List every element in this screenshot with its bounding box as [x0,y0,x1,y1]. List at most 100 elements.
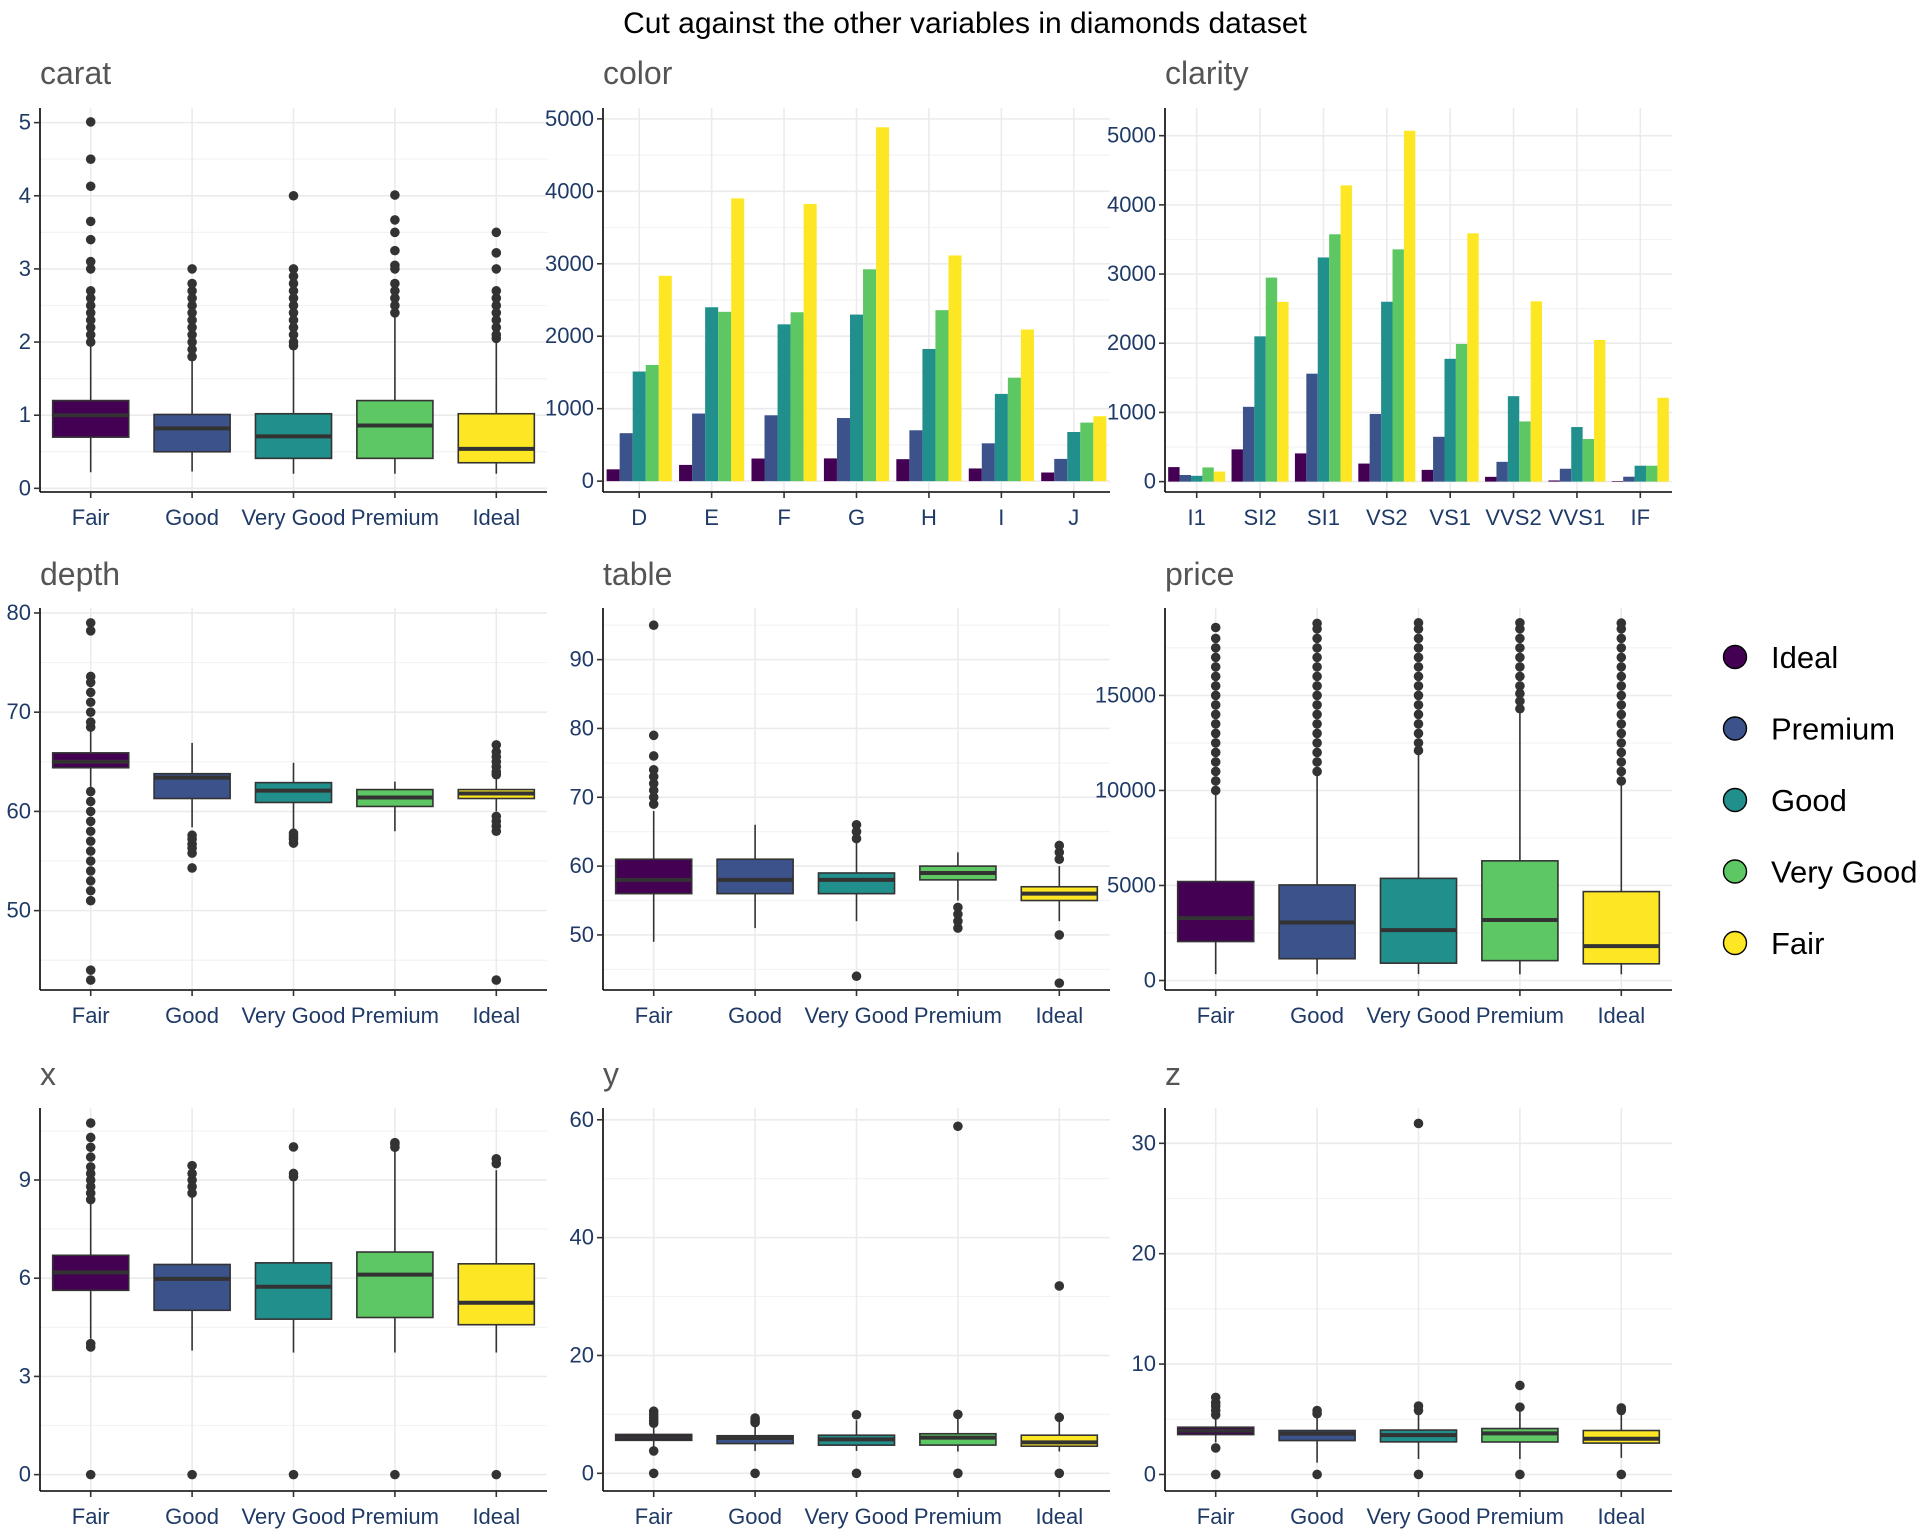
outlier-point [750,1413,760,1423]
outlier-point [1616,719,1627,729]
outlier-point [288,828,299,839]
bar-fair-if [1657,397,1669,482]
x-tick-label-ideal: Ideal [472,1003,520,1028]
outlier-point [85,1338,96,1349]
box-body [457,1263,536,1326]
outlier-point [1312,757,1322,767]
outlier-point [953,916,963,926]
outlier-point [85,286,96,296]
outlier-point [187,1168,197,1179]
outlier-point [1312,747,1322,758]
outlier-point [1616,709,1627,720]
box-body [254,1262,333,1320]
bar-very-good-g [863,269,877,482]
outlier-point [187,351,197,362]
x-tick-label-very-good: Very Good [242,1003,346,1028]
series-ideal [606,458,1055,482]
outlier-point [491,248,502,258]
outlier-point [750,1468,760,1479]
outlier-point [491,308,502,318]
bar-ideal-i [968,468,982,482]
bar-premium-vs1 [1433,436,1445,482]
outlier-point [1515,703,1525,714]
y-tick-label: 4000 [1107,192,1156,217]
x-tick-label-very-good: Very Good [805,1504,909,1529]
bar-good-f [777,324,791,482]
y-tick-label: 2000 [545,323,594,348]
outlier-point [1054,930,1065,940]
outlier-point [491,286,502,296]
outlier-point [1312,633,1322,644]
legend-label-premium: Premium [1771,712,1895,747]
box-good [153,742,231,873]
outlier-point [1616,738,1627,748]
outlier-point [187,337,197,347]
box-very-good [1379,1118,1458,1480]
outlier-point [1413,643,1424,653]
bar-very-good-vvs2 [1519,421,1531,482]
outlier-point [85,300,96,311]
outlier-point [491,315,502,325]
bar-ideal-j [1041,472,1055,482]
x-tick-label-very-good: Very Good [242,505,346,530]
y-tick-label: 1000 [545,396,594,421]
bar-premium-si2 [1242,406,1255,482]
outlier-point [288,322,299,333]
outlier-point [491,1153,502,1164]
box-body [457,412,536,464]
x-tick-label-premium: Premium [1476,1003,1564,1028]
outlier-point [1210,690,1221,701]
bar-premium-vvs1 [1559,468,1572,482]
outlier-point [85,264,96,274]
outlier-point [1413,671,1424,682]
box-ideal [457,1153,536,1480]
outlier-point [1312,690,1322,701]
outlier-point [1210,643,1221,653]
outlier-point [851,833,862,844]
outlier-point [491,747,502,757]
outlier-point [1616,728,1627,739]
x-tick-label-premium: Premium [351,1003,439,1028]
y-tick-label: 20 [570,1342,594,1367]
panel-carat: carat 0 1 2 3 4 5 Fair Good Very Good Premium Ideal [19,55,547,530]
y-tick-label: 2000 [1107,330,1156,355]
outlier-point [390,1469,400,1480]
outlier-point [390,215,400,225]
x-tick-label-premium: Premium [914,1003,1002,1028]
outlier-point [648,751,659,761]
box-premium [1481,1380,1559,1480]
panel-title-z: z [1165,1056,1181,1092]
box-body [1582,890,1661,965]
outlier-point [1210,652,1221,663]
bar-fair-i [1020,329,1034,482]
bar-ideal-vs1 [1421,469,1434,482]
outlier-point [491,1469,502,1480]
legend-item-premium: Premium [1722,712,1895,747]
y-tick-label: 20 [1132,1241,1156,1266]
outlier-point [491,975,502,985]
outlier-point [85,687,96,698]
box-body [51,399,130,438]
outlier-point [187,322,197,333]
outlier-point [85,181,96,192]
outlier-point [953,1121,963,1132]
outlier-point [953,909,963,920]
bar-good-i [994,393,1008,482]
outlier-point [1210,681,1221,691]
outlier-point [1515,652,1525,663]
box-fair [51,618,130,985]
outlier-point [1515,633,1525,644]
legend-key-premium [1722,716,1748,741]
bar-fair-f [803,203,817,482]
outlier-point [1312,643,1322,653]
x-tick-label-ideal: Ideal [1597,1003,1645,1028]
box-body [1176,880,1255,943]
outlier-point [491,264,502,274]
box-fair [614,1406,693,1479]
outlier-point [491,227,502,238]
outlier-point [1413,1469,1424,1480]
y-tick-label: 60 [570,853,594,878]
outlier-point [288,278,299,289]
x-tick-label-good: Good [1290,1003,1344,1028]
legend-key-fair [1722,930,1748,956]
